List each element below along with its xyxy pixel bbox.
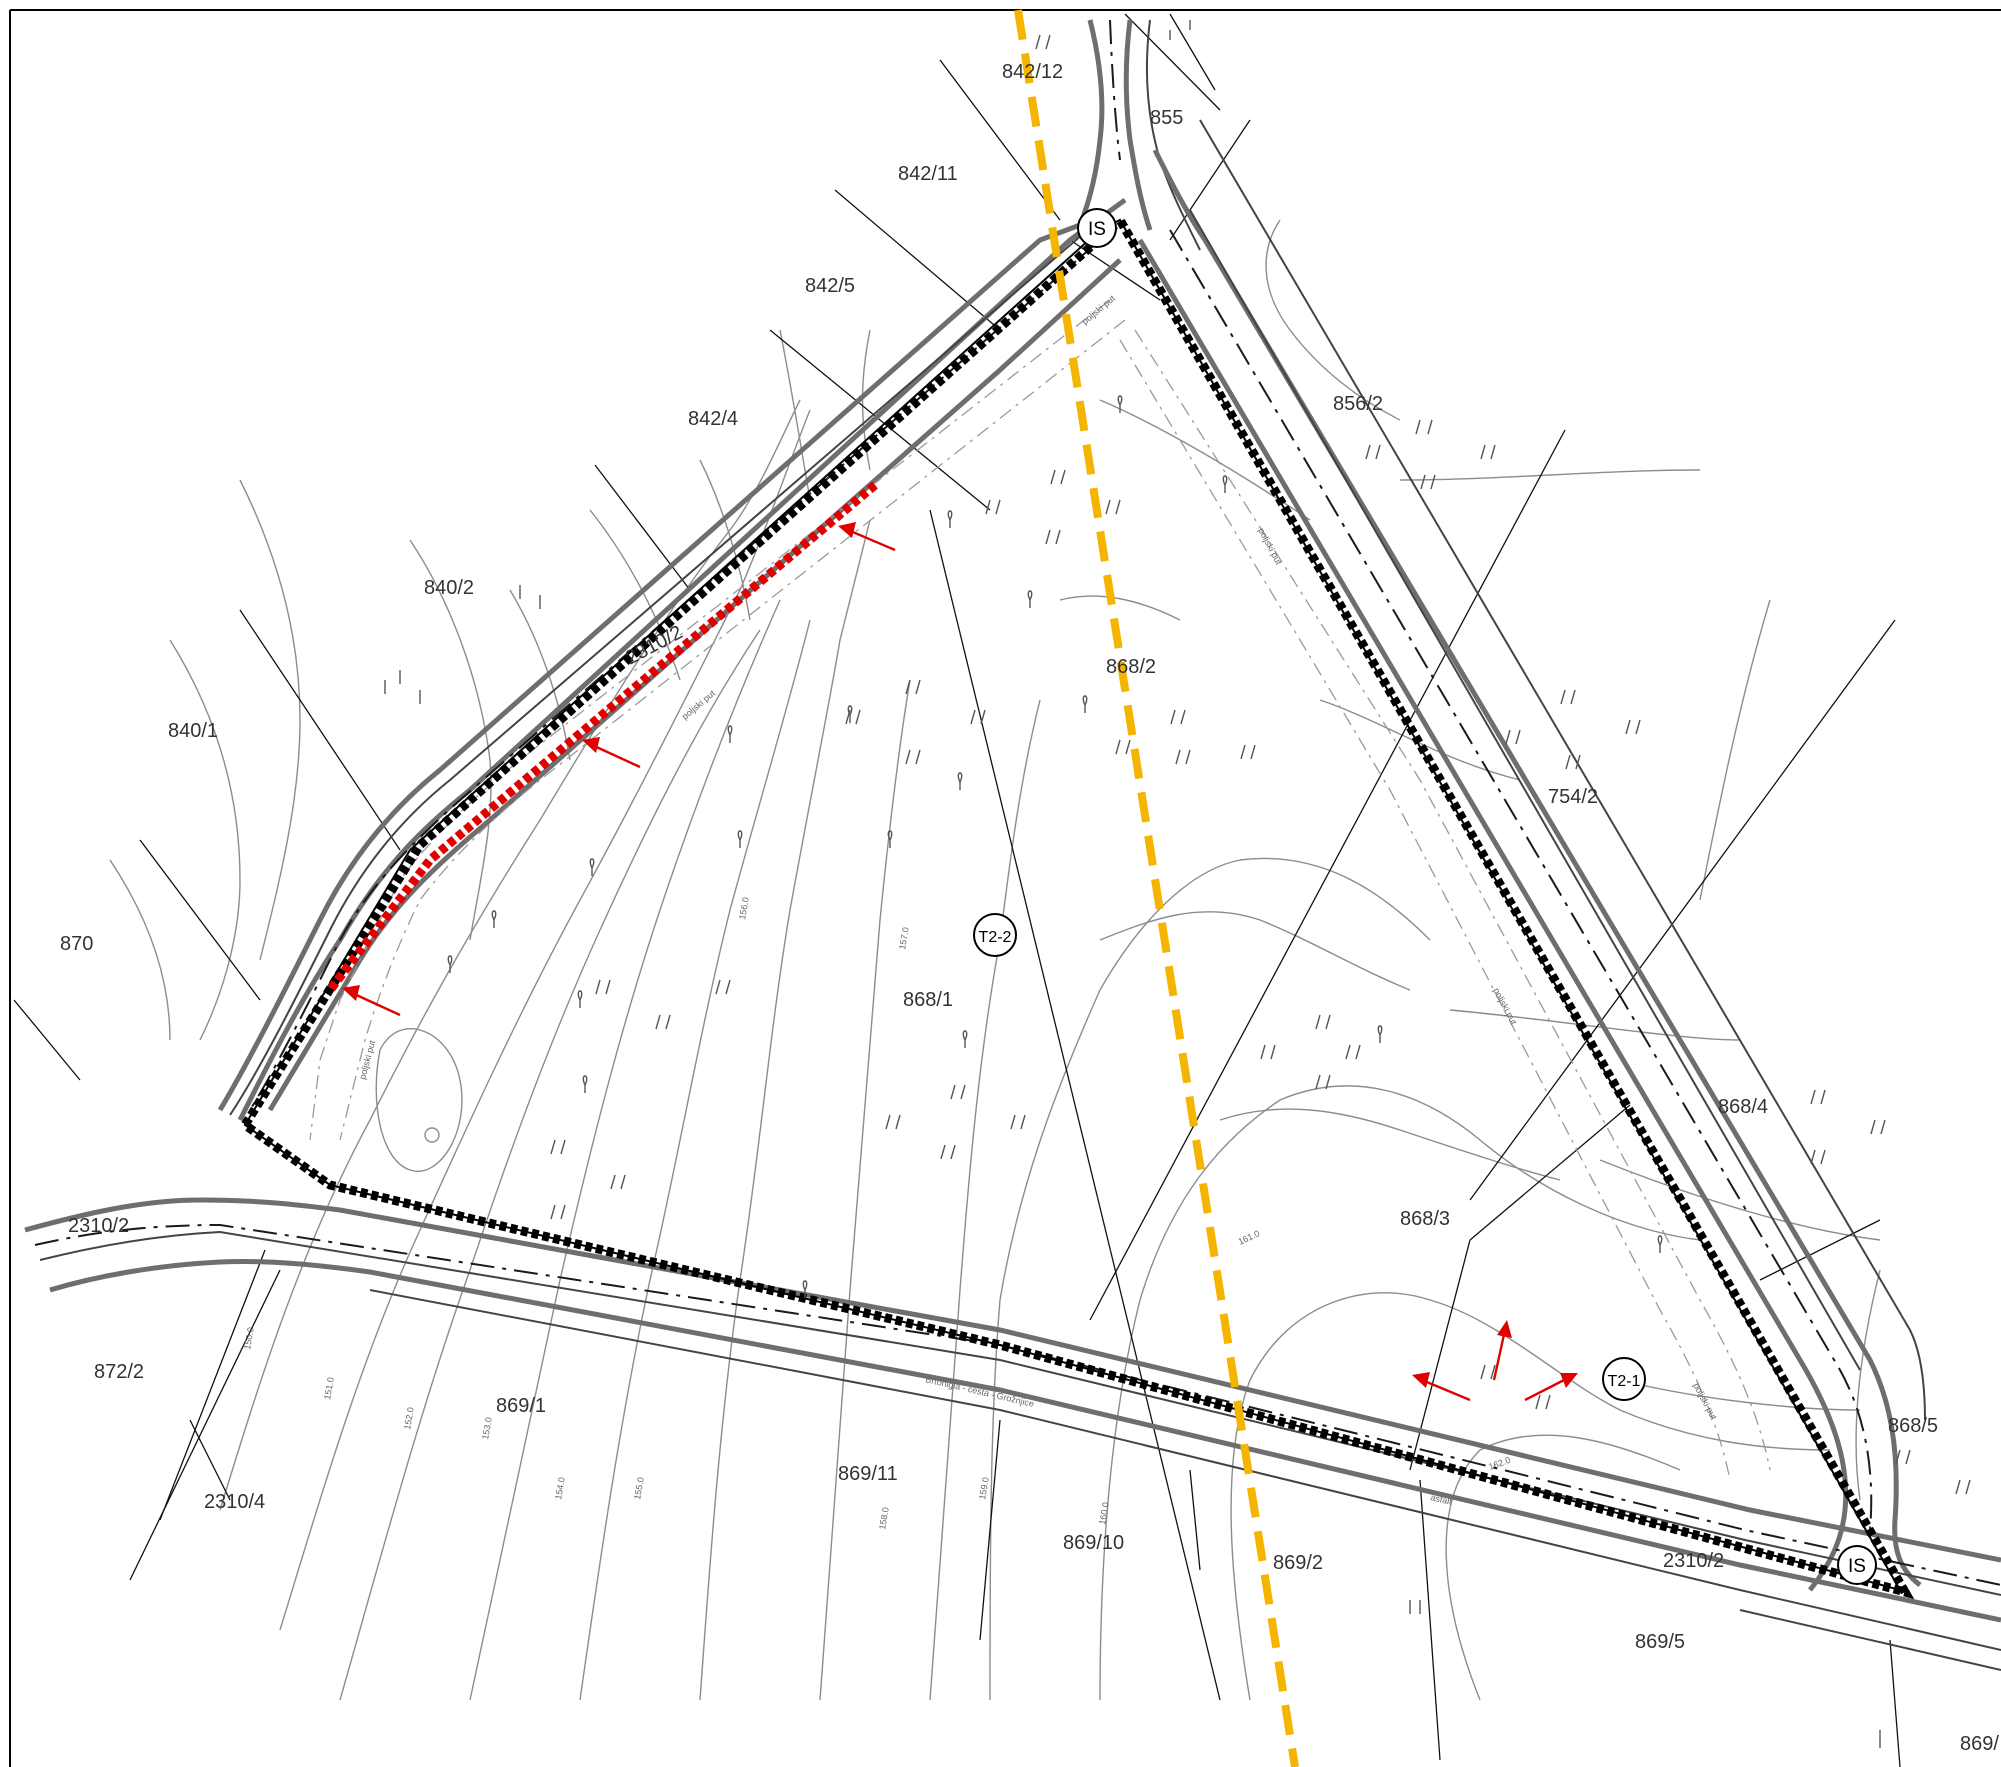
parcel-label: 869/11: [838, 1463, 898, 1485]
marker-label: T2-2: [979, 929, 1012, 946]
parcel-label: 840/1: [168, 720, 218, 742]
contour-label: 155.0: [632, 1476, 646, 1500]
map-frame: [9, 9, 2001, 1767]
contour-label: 158.0: [877, 1506, 891, 1530]
parcel-label: 868/4: [1718, 1096, 1768, 1118]
road-parcel-label: 2310/2: [1663, 1550, 1724, 1572]
path-labels: poljski put poljski put poljski put polj…: [357, 293, 1719, 1507]
contour-label: 156.0: [737, 896, 751, 920]
road-name-label: Brtonigla - cesta - Grožnjice: [925, 1374, 1035, 1409]
marker-is-top: IS: [1077, 208, 1117, 248]
vegetation-marks: [384, 20, 1971, 1748]
parcel-label: 868/3: [1400, 1208, 1450, 1230]
path-label: poljski put: [1080, 293, 1117, 327]
contour-label: 152.0: [402, 1406, 416, 1430]
marker-label: IS: [1088, 219, 1106, 240]
parcel-label: 872/2: [94, 1361, 144, 1383]
red-boundary-segment: [326, 481, 878, 993]
marker-t2-2: T2-2: [973, 913, 1017, 957]
road-surface-label: asfalt: [1430, 1492, 1454, 1507]
red-arrows: [342, 522, 1578, 1402]
parcel-label: 869/2: [1273, 1552, 1323, 1574]
orange-dashed-line: [1014, 9, 1299, 1767]
parcel-label: 869/: [1960, 1733, 1999, 1755]
contour-label: 159.0: [977, 1476, 991, 1500]
parcel-lines: [13, 13, 1901, 1767]
parcel-label: 842/12: [1002, 61, 1063, 83]
contour-label: 151.0: [322, 1376, 336, 1400]
contour-label: 161.0: [1237, 1228, 1262, 1247]
parcel-label: 842/4: [688, 408, 738, 430]
path-label: poljski put: [1491, 986, 1519, 1026]
contour-label: 162.0: [1487, 1455, 1512, 1472]
parcel-label: 840/2: [424, 577, 474, 599]
parcel-label: 754/2: [1548, 786, 1598, 808]
road-parcel-label: 2310/2: [622, 621, 686, 669]
contour-label: 153.0: [480, 1416, 494, 1440]
parcel-label: 869/1: [496, 1395, 546, 1417]
parcel-label: 842/5: [805, 275, 855, 297]
contour-lines: [109, 219, 1881, 1701]
parcel-label: 856/2: [1333, 393, 1383, 415]
parcel-label: 855: [1150, 107, 1183, 129]
path-label: poljski put: [1691, 1381, 1719, 1421]
parcel-label: 870: [60, 933, 93, 955]
contour-label: 160.0: [1097, 1501, 1111, 1525]
parcel-label: 868/5: [1888, 1415, 1938, 1437]
marker-is-bottom: IS: [1837, 1545, 1877, 1585]
path-label: poljski put: [680, 688, 717, 722]
parcel-label: 2310/4: [204, 1491, 265, 1513]
marker-t2-1: T2-1: [1602, 1357, 1646, 1401]
parcel-label: 842/11: [898, 163, 958, 185]
parcel-label: 868/1: [903, 989, 953, 1011]
marker-label: IS: [1848, 1556, 1866, 1577]
contour-label: 154.0: [553, 1476, 567, 1500]
parcel-label: 869/10: [1063, 1532, 1124, 1554]
marker-label: T2-1: [1608, 1373, 1641, 1390]
contour-label: 157.0: [897, 926, 911, 950]
path-label: poljski put: [1256, 526, 1284, 566]
roads: [24, 19, 2001, 1671]
tree-symbols: [447, 395, 1663, 1298]
contour-label: 150.0: [242, 1326, 256, 1350]
site-boundary: [238, 217, 1915, 1600]
parcel-label: 869/5: [1635, 1631, 1685, 1653]
parcel-label: 868/2: [1106, 656, 1156, 678]
road-parcel-label: 2310/2: [68, 1215, 129, 1237]
